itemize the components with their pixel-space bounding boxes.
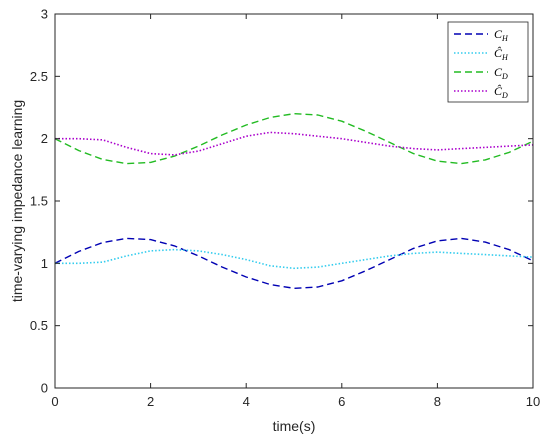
legend-box bbox=[447, 21, 529, 103]
y-tick-label: 1.5 bbox=[30, 194, 48, 209]
x-tick-label: 0 bbox=[51, 394, 58, 409]
legend-entry-2: CD bbox=[494, 65, 508, 81]
legend-entry-0: CH bbox=[494, 27, 509, 43]
legend-entry-1: ĈH bbox=[494, 46, 509, 62]
y-tick-label: 0 bbox=[41, 381, 48, 396]
x-tick-label: 10 bbox=[526, 394, 540, 409]
y-tick-label: 2.5 bbox=[30, 69, 48, 84]
x-tick-label: 2 bbox=[147, 394, 154, 409]
legend-entry-3: ĈD bbox=[494, 84, 508, 100]
series-line-2 bbox=[54, 112, 534, 165]
ticks-layer: 0 2 4 6 8 10 0 0.5 1 1.5 2 2.5 3 bbox=[30, 7, 540, 410]
x-tick-label: 4 bbox=[243, 394, 250, 409]
x-tick-label: 8 bbox=[434, 394, 441, 409]
series-line-1 bbox=[55, 248, 534, 270]
series-line-0 bbox=[54, 237, 534, 289]
series-layer bbox=[54, 112, 534, 289]
legend: CH ĈH CD ĈD bbox=[447, 21, 529, 103]
y-tick-label: 0.5 bbox=[30, 318, 48, 333]
y-tick-label: 2 bbox=[41, 131, 48, 146]
y-tick-label: 3 bbox=[41, 7, 48, 22]
y-axis-label: time-varying impedance learning bbox=[9, 100, 25, 302]
series-line-3 bbox=[55, 131, 534, 156]
x-axis-label: time(s) bbox=[273, 418, 316, 434]
x-tick-label: 6 bbox=[338, 394, 345, 409]
y-tick-label: 1 bbox=[41, 256, 48, 271]
